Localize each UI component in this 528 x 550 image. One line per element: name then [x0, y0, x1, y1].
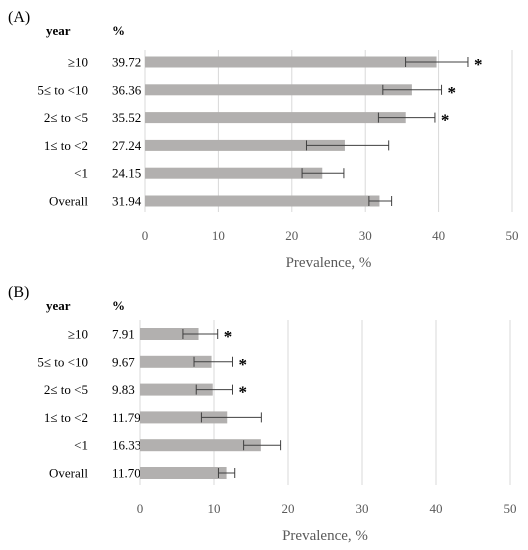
- x-tick-label: 10: [212, 228, 225, 243]
- bar: [140, 439, 261, 452]
- category-label: ≥10: [68, 327, 88, 342]
- significance-marker: *: [224, 327, 233, 346]
- value-label: 9.83: [112, 382, 135, 397]
- panel-label: (B): [8, 284, 29, 301]
- category-label: Overall: [49, 194, 88, 209]
- column-header-year: year: [46, 298, 71, 313]
- column-header-percent: %: [112, 23, 125, 38]
- bar: [145, 139, 345, 151]
- bar: [140, 467, 227, 479]
- error-bar: [305, 140, 390, 151]
- chart-panel-b: (B) year % ≥10 7.91 * 5≤ to <10 9.67 * 2≤ to <5 9.…: [8, 284, 517, 544]
- category-label: 1≤ to <2: [44, 410, 88, 425]
- value-label: 11.70: [112, 466, 141, 481]
- category-label: 2≤ to <5: [44, 110, 88, 125]
- x-tick-label: 30: [356, 501, 369, 516]
- error-bar: [377, 112, 436, 123]
- value-label: 35.52: [112, 110, 141, 125]
- chart-panel-a: (A) year % ≥10 39.72 * 5≤ to <10 36.36 * 2≤ to <5…: [8, 9, 519, 271]
- column-header-year: year: [46, 23, 71, 38]
- x-tick-label: 50: [504, 501, 517, 516]
- error-bar: [405, 57, 469, 67]
- error-bar: [301, 168, 345, 179]
- x-tick-label: 10: [208, 501, 221, 516]
- category-label: ≥10: [68, 55, 88, 70]
- x-tick-label: 50: [506, 228, 519, 243]
- category-label: 5≤ to <10: [37, 82, 88, 97]
- category-label: <1: [74, 166, 88, 181]
- bar: [145, 56, 437, 68]
- error-bar: [200, 412, 262, 423]
- error-bar: [382, 84, 443, 95]
- category-label: 1≤ to <2: [44, 138, 88, 153]
- significance-marker: *: [474, 55, 483, 74]
- error-bar: [182, 329, 219, 339]
- error-bar: [368, 196, 393, 206]
- significance-marker: *: [239, 355, 248, 374]
- error-bar: [217, 468, 236, 478]
- panel-label: (A): [8, 9, 30, 26]
- value-label: 31.94: [112, 194, 142, 209]
- bar: [140, 383, 213, 396]
- category-label: 2≤ to <5: [44, 382, 88, 397]
- significance-marker: *: [239, 383, 248, 402]
- value-label: 11.79: [112, 410, 141, 425]
- x-tick-label: 40: [430, 501, 443, 516]
- x-tick-label: 20: [282, 501, 295, 516]
- error-bar: [195, 384, 233, 395]
- x-axis-label: Prevalence, %: [282, 528, 368, 544]
- significance-marker: *: [441, 111, 450, 130]
- x-axis-label: Prevalence, %: [286, 255, 372, 271]
- x-tick-label: 0: [137, 501, 144, 516]
- value-label: 39.72: [112, 55, 141, 70]
- x-tick-label: 20: [285, 228, 298, 243]
- bar: [145, 112, 406, 124]
- bar: [140, 411, 228, 424]
- value-label: 24.15: [112, 166, 141, 181]
- category-label: <1: [74, 438, 88, 453]
- bar: [140, 328, 199, 340]
- error-bar: [243, 440, 282, 451]
- error-bar: [193, 356, 233, 367]
- x-tick-label: 30: [359, 228, 372, 243]
- value-label: 7.91: [112, 327, 135, 342]
- bar: [145, 84, 412, 96]
- value-label: 16.33: [112, 438, 141, 453]
- category-label: 5≤ to <10: [37, 354, 88, 369]
- value-label: 27.24: [112, 138, 142, 153]
- category-label: Overall: [49, 466, 88, 481]
- x-tick-label: 40: [432, 228, 445, 243]
- bar: [145, 167, 323, 179]
- value-label: 36.36: [112, 82, 142, 97]
- column-header-percent: %: [112, 298, 125, 313]
- significance-marker: *: [448, 83, 457, 102]
- value-label: 9.67: [112, 354, 135, 369]
- x-tick-label: 0: [142, 228, 149, 243]
- bar: [145, 195, 380, 207]
